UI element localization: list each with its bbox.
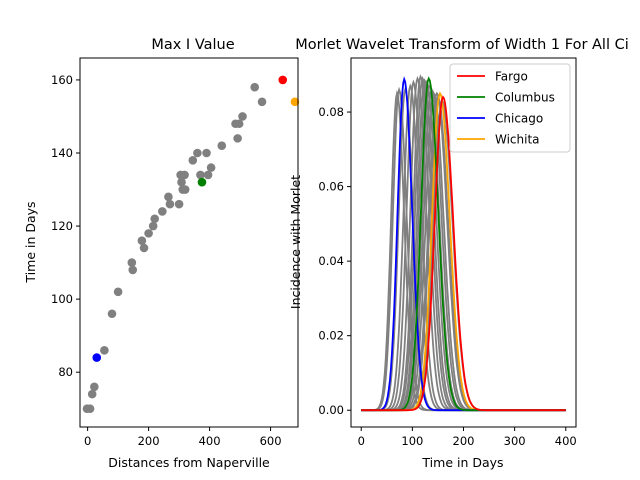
scatter-point bbox=[148, 221, 158, 231]
scatter-point bbox=[250, 82, 260, 92]
legend-label-columbus: Columbus bbox=[495, 91, 555, 105]
scatter-panel: 0 200 400 600 80 100 120 140 160 Max I Value Di… bbox=[23, 37, 300, 470]
scatter-point-columbus bbox=[197, 177, 207, 187]
legend-label-fargo: Fargo bbox=[495, 70, 528, 84]
scatter-point bbox=[177, 177, 186, 187]
scatter-x-ticks: 0 200 400 600 bbox=[84, 427, 282, 448]
scatter-point bbox=[150, 214, 159, 224]
scatter-point bbox=[100, 345, 109, 355]
legend-box bbox=[449, 63, 571, 153]
scatter-title: Max I Value bbox=[151, 37, 234, 53]
wavelet-x-tick-label: 0 bbox=[358, 434, 365, 448]
scatter-point bbox=[257, 97, 267, 107]
scatter-point-wichita bbox=[290, 97, 300, 107]
scatter-point bbox=[234, 119, 244, 129]
scatter-point bbox=[85, 404, 95, 414]
wavelet-y-tick-label: 0.04 bbox=[318, 254, 344, 268]
wavelet-x-tick-label: 300 bbox=[504, 434, 526, 448]
scatter-point bbox=[180, 185, 190, 194]
scatter-point bbox=[158, 207, 167, 216]
wavelet-y-tick-label: 0.08 bbox=[318, 105, 344, 119]
scatter-point bbox=[137, 236, 147, 245]
scatter-point bbox=[174, 199, 184, 209]
scatter-point bbox=[203, 170, 213, 180]
scatter-y-tick-label: 100 bbox=[51, 292, 73, 306]
scatter-point bbox=[128, 265, 138, 275]
wavelet-y-ticks: 0.00 0.02 0.04 0.06 0.08 bbox=[318, 105, 351, 417]
scatter-x-tick-label: 200 bbox=[138, 434, 160, 448]
scatter-y-tick-label: 120 bbox=[51, 219, 73, 233]
scatter-y-tick-label: 80 bbox=[58, 365, 73, 379]
legend: Fargo Columbus Chicago Wichita bbox=[449, 63, 571, 153]
scatter-point bbox=[127, 258, 137, 267]
scatter-point bbox=[107, 309, 117, 319]
scatter-x-tick-label: 400 bbox=[199, 434, 221, 448]
scatter-point bbox=[164, 192, 173, 202]
scatter-point bbox=[139, 243, 149, 253]
wavelet-y-label: Incidence with Morlet bbox=[288, 175, 303, 309]
scatter-point bbox=[202, 148, 211, 158]
scatter-point bbox=[180, 170, 189, 180]
wavelet-y-tick-label: 0.06 bbox=[318, 180, 344, 194]
legend-label-chicago: Chicago bbox=[495, 112, 543, 126]
wavelet-x-tick-label: 100 bbox=[401, 434, 423, 448]
scatter-point-fargo bbox=[278, 75, 288, 85]
wavelet-x-tick-label: 200 bbox=[453, 434, 475, 448]
series-line-fargo bbox=[361, 95, 566, 412]
wavelet-panel: 0 100 200 300 400 0.00 0.02 0.04 0.06 0.08 Morle… bbox=[288, 37, 629, 470]
scatter-point bbox=[113, 287, 123, 297]
scatter-point bbox=[188, 155, 198, 165]
scatter-point bbox=[90, 382, 99, 392]
scatter-point-chicago bbox=[92, 353, 102, 362]
wavelet-x-tick-label: 400 bbox=[555, 434, 577, 448]
scatter-point bbox=[206, 163, 216, 172]
wavelet-x-label: Time in Days bbox=[421, 455, 503, 470]
wavelet-x-ticks: 0 100 200 300 400 bbox=[358, 427, 577, 448]
scatter-y-ticks: 80 100 120 140 160 bbox=[51, 73, 80, 379]
scatter-x-tick-label: 600 bbox=[260, 434, 282, 448]
scatter-x-label: Distances from Naperville bbox=[108, 455, 270, 470]
scatter-point bbox=[196, 170, 205, 180]
scatter-point bbox=[217, 141, 227, 150]
wavelet-y-tick-label: 0.02 bbox=[318, 329, 344, 343]
wavelet-title: Morlet Wavelet Transform of Width 1 For … bbox=[295, 37, 629, 53]
scatter-point bbox=[193, 148, 202, 158]
scatter-x-tick-label: 0 bbox=[84, 434, 91, 448]
scatter-point bbox=[87, 389, 97, 399]
scatter-point bbox=[144, 229, 153, 238]
scatter-point bbox=[165, 199, 175, 209]
scatter-y-tick-label: 160 bbox=[51, 73, 73, 87]
scatter-points bbox=[82, 75, 300, 414]
wavelet-y-tick-label: 0.00 bbox=[318, 403, 344, 417]
scatter-y-label: Time in Days bbox=[23, 201, 38, 283]
scatter-point bbox=[238, 112, 247, 121]
scatter-point bbox=[233, 134, 242, 143]
legend-label-wichita: Wichita bbox=[495, 133, 540, 147]
scatter-frame bbox=[79, 57, 299, 428]
scatter-y-tick-label: 140 bbox=[51, 146, 73, 160]
wavelet-series-lines bbox=[361, 76, 566, 412]
